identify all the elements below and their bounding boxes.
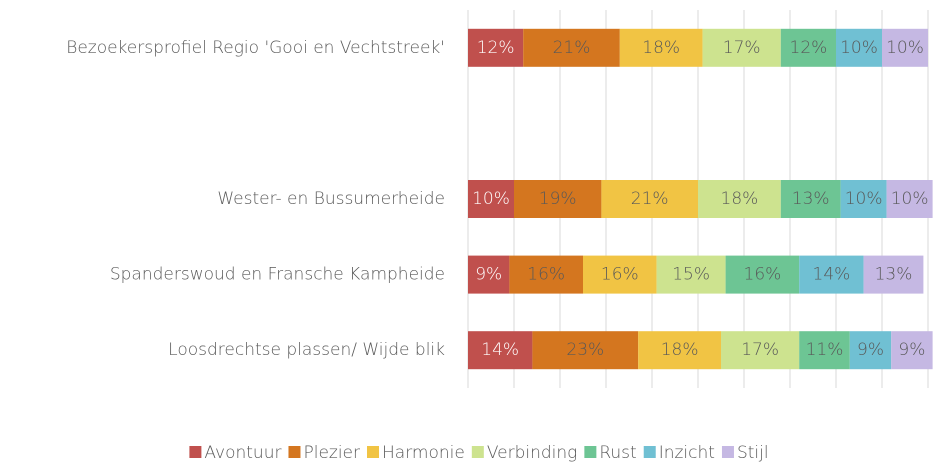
data-label: 15% bbox=[672, 265, 710, 285]
legend-swatch bbox=[471, 446, 484, 458]
legend-label: Plezier bbox=[303, 443, 360, 463]
data-label: 13% bbox=[875, 265, 913, 285]
bar-segment bbox=[523, 28, 620, 67]
bar-segment bbox=[863, 255, 924, 294]
data-label: 18% bbox=[661, 340, 699, 360]
bar-segment bbox=[780, 28, 836, 67]
data-label: 10% bbox=[472, 189, 510, 209]
bar-segment bbox=[725, 255, 800, 294]
bar-segment bbox=[721, 331, 800, 370]
legend-swatch bbox=[584, 446, 597, 458]
data-label: 23% bbox=[566, 340, 604, 360]
bar-segment bbox=[836, 28, 882, 67]
bar-segment bbox=[840, 180, 887, 218]
legend-label: Stijl bbox=[737, 443, 769, 463]
bar-segment bbox=[509, 255, 583, 294]
bar-segment bbox=[886, 180, 933, 218]
data-label: 10% bbox=[845, 189, 883, 209]
legend-label: Verbinding bbox=[487, 443, 578, 463]
bar-segment bbox=[532, 331, 639, 370]
bar-segment bbox=[638, 331, 721, 370]
bar-segment bbox=[698, 180, 781, 218]
bar-segment bbox=[514, 180, 602, 218]
bar-segment bbox=[799, 255, 864, 294]
category-label: Loosdrechtse plassen/ Wijde blik bbox=[168, 340, 445, 360]
data-label: 16% bbox=[601, 265, 639, 285]
legend-label: Inzicht bbox=[659, 443, 715, 463]
data-label: 9% bbox=[475, 265, 502, 285]
legend-label: Avontuur bbox=[204, 443, 281, 463]
bar-segment bbox=[468, 180, 514, 218]
bar-segment bbox=[849, 331, 892, 370]
data-label: 19% bbox=[539, 189, 577, 209]
bar-segment bbox=[891, 331, 933, 370]
category-label: Wester- en Bussumerheide bbox=[217, 189, 445, 209]
data-label: 18% bbox=[642, 38, 680, 58]
bar-segment bbox=[780, 180, 841, 218]
legend-label: Rust bbox=[599, 443, 636, 463]
bar-segment bbox=[583, 255, 657, 294]
bar-segment bbox=[468, 255, 510, 294]
legend-swatch bbox=[189, 446, 202, 458]
data-label: 13% bbox=[792, 189, 830, 209]
data-label: 12% bbox=[790, 38, 828, 58]
data-label: 16% bbox=[744, 265, 782, 285]
data-label: 9% bbox=[898, 340, 925, 360]
data-label: 12% bbox=[477, 38, 515, 58]
category-label: Bezoekersprofiel Regio 'Gooi en Vechtstr… bbox=[66, 38, 445, 58]
data-label: 17% bbox=[723, 38, 761, 58]
data-label: 10% bbox=[840, 38, 878, 58]
data-label: 16% bbox=[527, 265, 565, 285]
legend-swatch bbox=[721, 446, 734, 458]
data-label: 14% bbox=[481, 340, 519, 360]
data-label: 9% bbox=[857, 340, 884, 360]
bar-segment bbox=[619, 28, 703, 67]
bar-segment bbox=[656, 255, 726, 294]
data-label: 17% bbox=[741, 340, 779, 360]
data-label: 21% bbox=[553, 38, 591, 58]
bar-segment bbox=[468, 28, 524, 67]
legend-swatch bbox=[643, 446, 656, 458]
legend-swatch bbox=[367, 446, 380, 458]
bar-segment bbox=[468, 331, 533, 370]
data-label: 18% bbox=[721, 189, 759, 209]
legend-label: Harmonie bbox=[382, 443, 465, 463]
data-label: 10% bbox=[891, 189, 929, 209]
bar-segment bbox=[799, 331, 850, 370]
legend-swatch bbox=[288, 446, 301, 458]
bar-segment bbox=[882, 28, 928, 67]
data-label: 21% bbox=[631, 189, 669, 209]
bar-segment bbox=[702, 28, 781, 67]
bar-segment bbox=[601, 180, 698, 218]
category-label: Spanderswoud en Fransche Kampheide bbox=[110, 265, 445, 285]
data-label: 10% bbox=[886, 38, 924, 58]
data-label: 11% bbox=[806, 340, 844, 360]
data-label: 14% bbox=[813, 265, 851, 285]
